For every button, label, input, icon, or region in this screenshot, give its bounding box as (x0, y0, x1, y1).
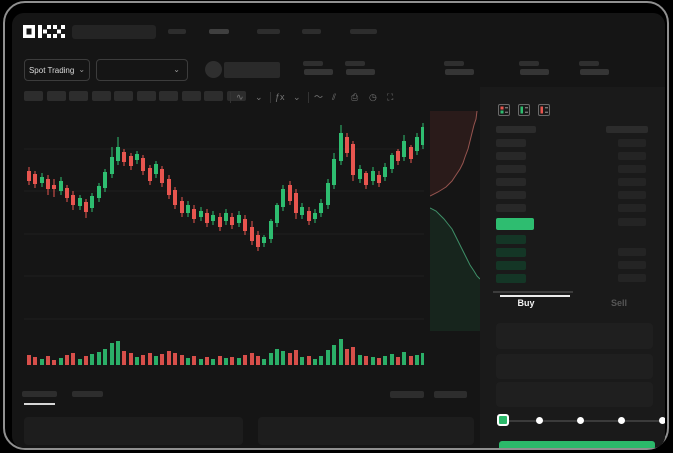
bottom-tab-placeholder[interactable] (72, 391, 103, 397)
book-bids-icon[interactable] (518, 103, 530, 121)
market-type-label: Spot Trading (28, 65, 75, 75)
toolbar-divider (230, 92, 231, 103)
candles-icon[interactable]: ∿ (236, 92, 244, 102)
ask-price-placeholder[interactable] (496, 204, 526, 212)
stat-label-placeholder (519, 61, 539, 66)
last-price-badge (496, 218, 534, 230)
ob-amount-placeholder (618, 191, 646, 199)
timeframe-button-placeholder[interactable] (159, 91, 178, 101)
search-box[interactable] (72, 25, 156, 39)
line-type-icon[interactable]: 〜 (314, 92, 324, 102)
nav-item-placeholder[interactable] (168, 29, 186, 34)
bid-price-placeholder[interactable] (496, 248, 526, 257)
bid-price-placeholder[interactable] (496, 235, 526, 244)
ob-col-header-placeholder (606, 126, 648, 133)
ob-col-header-placeholder (496, 126, 536, 133)
slider-stop-dot[interactable] (659, 417, 665, 424)
timeframe-button-placeholder[interactable] (46, 91, 66, 101)
total-input[interactable] (496, 382, 653, 407)
timeframe-button-placeholder[interactable] (114, 91, 133, 101)
app-window: Spot Trading ⌄ ⌄ ∿ ⌄ ƒx ⌄ 〜 ⫽ ⎙ ◷ ⛶ Buy (12, 13, 665, 448)
depth-chart (430, 111, 480, 331)
candlestick-chart[interactable] (24, 111, 424, 336)
coin-avatar (205, 61, 222, 78)
tab-sell[interactable]: Sell (610, 298, 627, 308)
bid-price-placeholder[interactable] (496, 261, 526, 270)
ob-amount-placeholder (618, 165, 646, 173)
nav-item-placeholder[interactable] (350, 29, 377, 34)
history-icon[interactable]: ◷ (369, 92, 377, 102)
buy-submit-button[interactable] (499, 441, 655, 448)
price-input[interactable] (496, 323, 653, 349)
chevron-down-icon[interactable]: ⌄ (255, 92, 263, 102)
timeframe-button-placeholder[interactable] (181, 91, 201, 101)
timeframe-button-placeholder[interactable] (136, 91, 156, 101)
slider-stop-dot[interactable] (536, 417, 543, 424)
timeframe-button-placeholder[interactable] (204, 91, 223, 101)
stat-label-placeholder (444, 61, 464, 66)
ask-price-placeholder[interactable] (496, 178, 526, 186)
pair-selector-dropdown[interactable]: ⌄ (96, 59, 188, 81)
timeframe-button-placeholder[interactable] (226, 91, 246, 101)
order-book-scrollbar[interactable] (493, 291, 573, 293)
timeframe-button-placeholder[interactable] (69, 91, 88, 101)
bottom-tab-placeholder[interactable] (22, 391, 57, 397)
okx-logo (23, 25, 65, 43)
order-book-trade-panel: Buy Sell (480, 87, 665, 448)
bottom-action-placeholder[interactable] (434, 391, 467, 398)
orders-panel-placeholder (258, 417, 474, 445)
pair-name-placeholder (224, 62, 280, 78)
orders-panel-placeholder (24, 417, 243, 445)
okx-logo-glyph (23, 25, 65, 38)
market-type-dropdown[interactable]: Spot Trading ⌄ (24, 59, 90, 81)
stat-label-placeholder (579, 61, 599, 66)
amount-input[interactable] (496, 354, 653, 379)
chevron-down-icon[interactable]: ⌄ (293, 92, 301, 102)
bottom-action-placeholder[interactable] (390, 391, 424, 398)
book-asks-icon[interactable] (538, 103, 550, 121)
slider-stop-dot[interactable] (577, 417, 584, 424)
indicators-icon[interactable]: ƒx (275, 92, 285, 102)
stat-value-placeholder (346, 69, 375, 75)
ob-amount-placeholder (618, 274, 646, 282)
slider-stop-dot[interactable] (618, 417, 625, 424)
stat-label-placeholder (303, 61, 323, 66)
ask-price-placeholder[interactable] (496, 139, 526, 147)
ask-price-placeholder[interactable] (496, 152, 526, 160)
nav-item-placeholder[interactable] (257, 29, 280, 34)
toolbar-divider (270, 92, 271, 103)
bid-price-placeholder[interactable] (496, 274, 526, 283)
ob-amount-placeholder (618, 152, 646, 160)
stat-value-placeholder (580, 69, 609, 75)
nav-item-placeholder[interactable] (209, 29, 229, 34)
device-frame: Spot Trading ⌄ ⌄ ∿ ⌄ ƒx ⌄ 〜 ⫽ ⎙ ◷ ⛶ Buy (3, 1, 669, 450)
book-combined-icon[interactable] (498, 103, 510, 121)
volume-chart (27, 339, 424, 365)
stat-value-placeholder (304, 69, 333, 75)
camera-icon[interactable]: ⎙ (351, 92, 359, 102)
toolbar-divider (308, 92, 309, 103)
ob-amount-placeholder (618, 248, 646, 256)
stat-label-placeholder (345, 61, 365, 66)
fullscreen-icon[interactable]: ⛶ (387, 92, 394, 102)
ob-amount-placeholder (618, 261, 646, 269)
active-tab-underline (24, 403, 55, 405)
ob-amount-placeholder (618, 178, 646, 186)
chevron-down-icon: ⌄ (173, 65, 180, 74)
tab-buy[interactable]: Buy (517, 298, 535, 308)
ask-price-placeholder[interactable] (496, 191, 526, 199)
amount-slider-handle[interactable] (497, 414, 509, 426)
nav-item-placeholder[interactable] (302, 29, 321, 34)
ob-amount-placeholder (618, 204, 646, 212)
stat-value-placeholder (520, 69, 549, 75)
timeframe-button-placeholder[interactable] (91, 91, 111, 101)
ob-amount-placeholder (618, 218, 646, 226)
stat-value-placeholder (445, 69, 474, 75)
timeframe-button-placeholder[interactable] (24, 91, 43, 101)
ob-amount-placeholder (618, 139, 646, 147)
buy-tab-indicator (500, 295, 570, 297)
compare-icon[interactable]: ⫽ (332, 92, 337, 102)
chevron-down-icon: ⌄ (78, 65, 86, 74)
ask-price-placeholder[interactable] (496, 165, 526, 173)
